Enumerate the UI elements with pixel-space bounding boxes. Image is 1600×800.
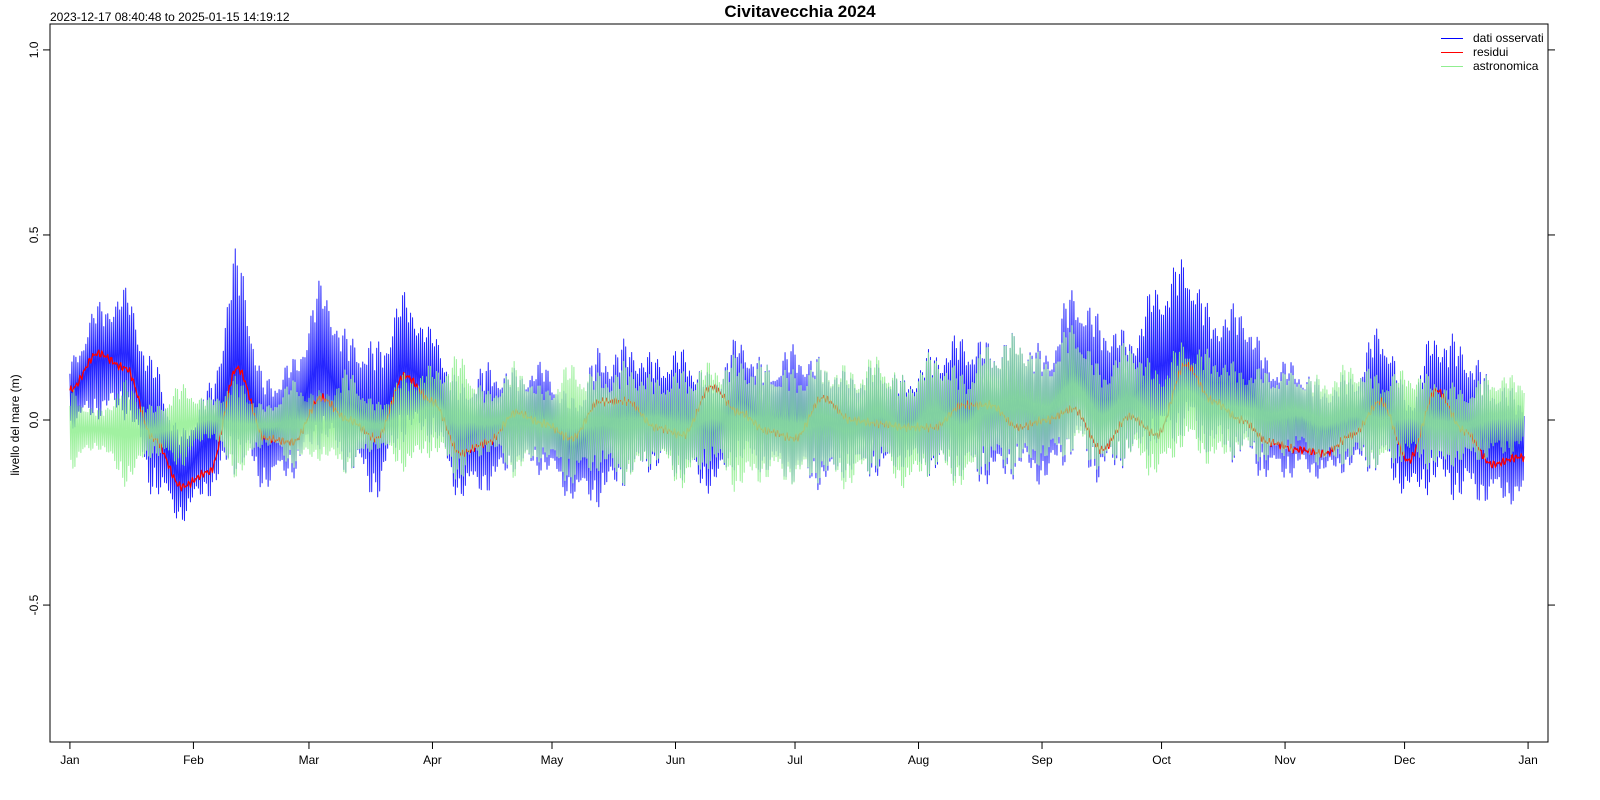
series-astronomical [69,325,1525,492]
x-tick-label: Feb [183,753,204,767]
y-tick-label: 0.0 [27,411,41,428]
x-tick-label: Nov [1274,753,1295,767]
legend-entry-observed: dati osservati [1441,31,1544,45]
x-tick-label: Sep [1031,753,1053,767]
x-tick-label: Apr [423,753,442,767]
legend: dati osservati residui astronomica [1441,31,1544,73]
series-observed [69,248,1525,522]
x-tick-label: Jan [1518,753,1537,767]
x-tick-label: Mar [299,753,320,767]
x-tick-label: Jul [787,753,802,767]
y-tick-label: 1.0 [27,41,41,58]
x-tick-label: Jan [60,753,79,767]
x-tick-label: Oct [1152,753,1171,767]
y-tick-label: -0.5 [27,594,41,615]
legend-swatch-residuals [1441,51,1463,53]
legend-label-observed: dati osservati [1473,31,1544,45]
plot-frame [49,23,1549,743]
legend-entry-astronomical: astronomica [1441,59,1544,73]
x-tick-label: Aug [908,753,929,767]
legend-label-astronomical: astronomica [1473,59,1539,73]
legend-swatch-astronomical [1441,65,1463,67]
x-tick-label: May [541,753,564,767]
legend-label-residuals: residui [1473,45,1509,59]
legend-entry-residuals: residui [1441,45,1544,59]
x-tick-label: Jun [666,753,685,767]
legend-swatch-observed [1441,37,1463,39]
date-range-label: 2023-12-17 08:40:48 to 2025-01-15 14:19:… [50,10,290,24]
y-tick-label: 0.5 [27,226,41,243]
x-tick-label: Dec [1394,753,1415,767]
chart-title: Civitavecchia 2024 [724,2,876,21]
